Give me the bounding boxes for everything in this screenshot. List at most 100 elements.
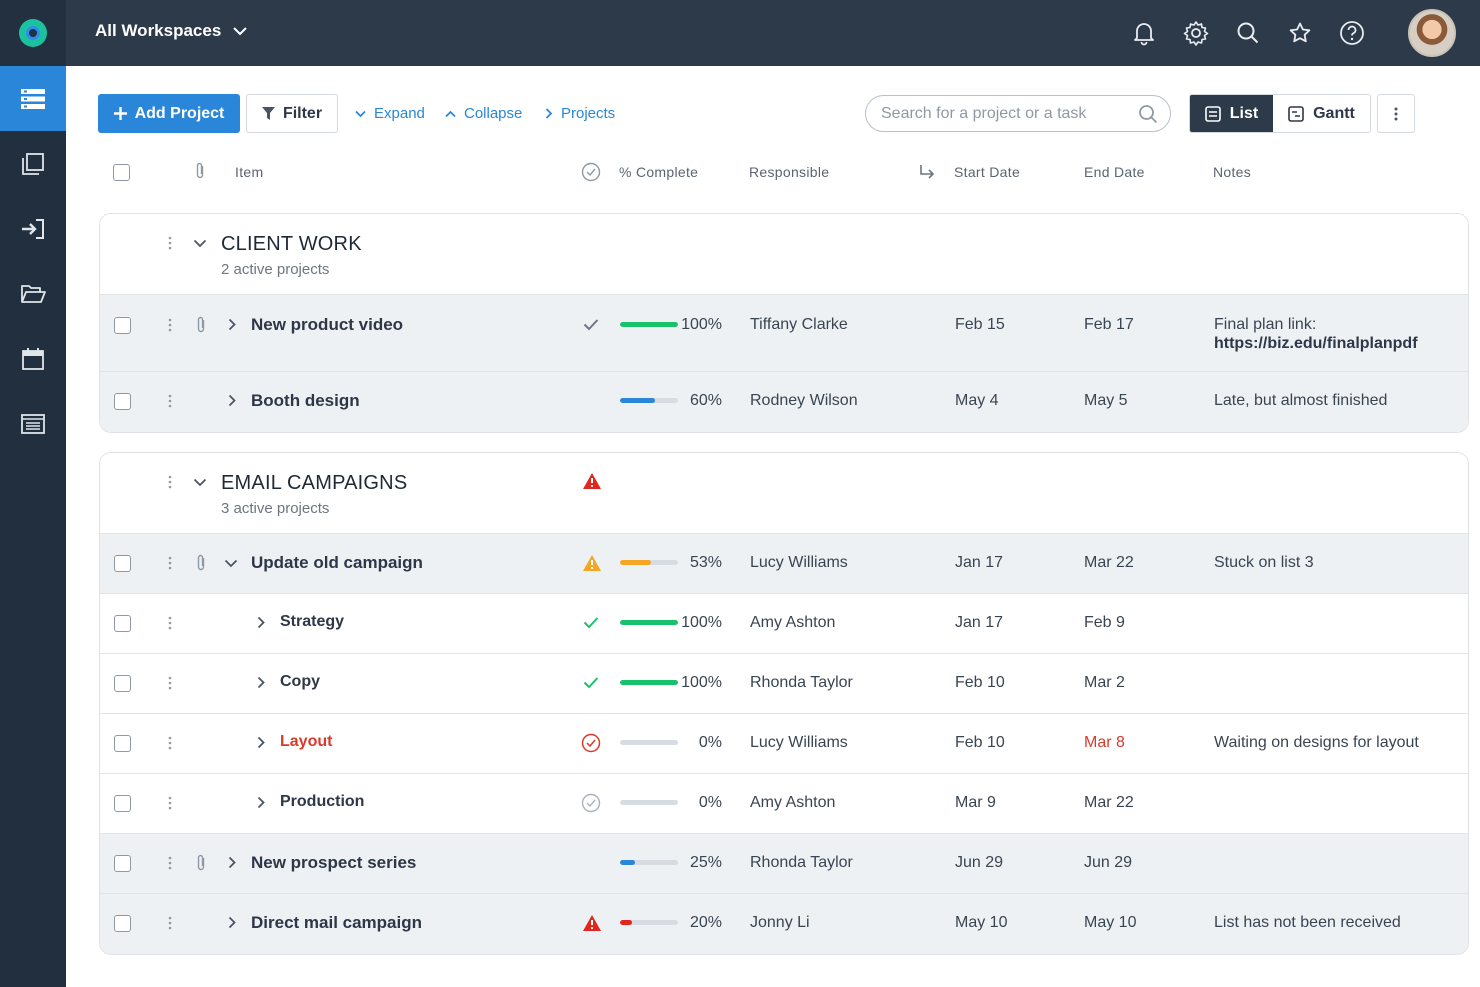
row-item-name[interactable]: Layout [280, 733, 333, 750]
vertical-dots-icon[interactable] [168, 236, 172, 250]
row-item-name[interactable]: Production [280, 793, 365, 810]
sidebar-item-reports[interactable] [0, 391, 66, 456]
column-header: Item % Complete Responsible Start Date E… [98, 152, 1468, 192]
group-email-campaigns: EMAIL CAMPAIGNS 3 active projects Update… [99, 452, 1469, 955]
column-item[interactable]: Item [235, 164, 264, 180]
collapse-button[interactable]: Collapse [445, 94, 522, 133]
gantt-view-button[interactable]: Gantt [1273, 95, 1370, 132]
vertical-dots-icon[interactable] [168, 676, 172, 690]
list-view-button[interactable]: List [1190, 95, 1273, 132]
vertical-dots-icon[interactable] [168, 556, 172, 570]
table-row[interactable]: Layout 0% Lucy Williams Feb 10 Mar 8 Wai… [100, 714, 1468, 774]
workspace-selector[interactable]: All Workspaces [95, 21, 248, 41]
row-item-name[interactable]: Copy [280, 673, 320, 690]
chevron-down-icon[interactable] [224, 559, 238, 568]
help-button[interactable] [1326, 0, 1378, 66]
select-all-checkbox[interactable] [113, 164, 130, 181]
table-row[interactable]: Copy 100% Rhonda Taylor Feb 10 Mar 2 [100, 654, 1468, 714]
row-end-date: Jun 29 [1084, 854, 1133, 871]
breadcrumb-projects[interactable]: Projects [545, 94, 615, 133]
chevron-right-icon[interactable] [228, 318, 236, 331]
row-item-name[interactable]: New product video [251, 315, 404, 334]
vertical-dots-icon[interactable] [168, 736, 172, 750]
progress-bar [620, 322, 678, 327]
checkmark-icon [583, 617, 599, 629]
table-row[interactable]: Update old campaign 53% Lucy Williams Ja… [100, 534, 1468, 594]
expand-button[interactable]: Expand [355, 94, 425, 133]
row-item-name[interactable]: New prospect series [251, 853, 417, 872]
paperclip-icon[interactable] [196, 854, 206, 872]
row-checkbox[interactable] [114, 795, 131, 812]
row-checkbox[interactable] [114, 735, 131, 752]
row-item-name[interactable]: Booth design [251, 391, 360, 410]
row-checkbox[interactable] [114, 675, 131, 692]
chevron-right-icon[interactable] [257, 616, 265, 629]
row-responsible: Lucy Williams [750, 554, 848, 571]
user-avatar[interactable] [1408, 9, 1456, 57]
row-note-link[interactable]: https://biz.edu/finalplanpdf [1214, 335, 1418, 352]
toolbar: Add Project Filter Expand Collapse Proje… [98, 94, 1418, 133]
sidebar-item-calendar[interactable] [0, 326, 66, 391]
table-row[interactable]: Strategy 100% Amy Ashton Jan 17 Feb 9 [100, 594, 1468, 654]
sidebar-item-projects[interactable] [0, 66, 66, 131]
row-start-date: Feb 10 [955, 734, 1005, 751]
row-item-name[interactable]: Direct mail campaign [251, 913, 423, 932]
row-checkbox[interactable] [114, 317, 131, 334]
row-item-name[interactable]: Update old campaign [251, 553, 423, 572]
gantt-view-label: Gantt [1313, 104, 1355, 122]
row-checkbox[interactable] [114, 555, 131, 572]
chevron-right-icon[interactable] [228, 394, 236, 407]
progress-bar [620, 398, 678, 403]
filter-button[interactable]: Filter [246, 94, 338, 133]
chevron-down-icon[interactable] [193, 239, 207, 248]
table-row[interactable]: Booth design 60% Rodney Wilson May 4 May… [100, 372, 1468, 432]
column-end-date[interactable]: End Date [1084, 164, 1145, 180]
paperclip-icon[interactable] [196, 316, 206, 334]
column-notes[interactable]: Notes [1213, 164, 1252, 180]
settings-button[interactable] [1170, 0, 1222, 66]
column-complete[interactable]: % Complete [619, 164, 699, 180]
vertical-dots-icon[interactable] [168, 318, 172, 332]
search-input[interactable] [881, 104, 1138, 123]
calendar-icon [22, 347, 44, 370]
vertical-dots-icon[interactable] [168, 916, 172, 930]
table-row[interactable]: New prospect series 25% Rhonda Taylor Ju… [100, 834, 1468, 894]
progress-bar [620, 740, 678, 745]
table-row[interactable]: New product video 100% Tiffany Clarke Fe… [100, 295, 1468, 372]
chevron-right-icon[interactable] [257, 736, 265, 749]
sidebar-item-import[interactable] [0, 196, 66, 261]
chevron-right-icon[interactable] [257, 796, 265, 809]
vertical-dots-icon[interactable] [168, 796, 172, 810]
vertical-dots-icon [1394, 107, 1398, 120]
chevron-right-icon[interactable] [228, 856, 236, 869]
vertical-dots-icon[interactable] [168, 856, 172, 870]
notifications-button[interactable] [1118, 0, 1170, 66]
table-row[interactable]: Production 0% Amy Ashton Mar 9 Mar 22 [100, 774, 1468, 834]
row-item-name[interactable]: Strategy [280, 613, 345, 630]
table-row[interactable]: Direct mail campaign 20% Jonny Li May 10… [100, 894, 1468, 954]
chevron-right-icon[interactable] [257, 676, 265, 689]
paperclip-icon[interactable] [196, 554, 206, 572]
sidebar-item-files[interactable] [0, 261, 66, 326]
row-checkbox[interactable] [114, 855, 131, 872]
filter-icon [261, 107, 275, 120]
vertical-dots-icon[interactable] [168, 394, 172, 408]
favorites-button[interactable] [1274, 0, 1326, 66]
vertical-dots-icon[interactable] [168, 616, 172, 630]
row-percent: 60% [689, 392, 722, 409]
row-checkbox[interactable] [114, 915, 131, 932]
row-end-date: Feb 9 [1084, 614, 1125, 631]
more-options-button[interactable] [1377, 94, 1415, 133]
search-icon[interactable] [1138, 104, 1158, 124]
row-checkbox[interactable] [114, 615, 131, 632]
vertical-dots-icon[interactable] [168, 475, 172, 489]
search-button[interactable] [1222, 0, 1274, 66]
chevron-down-icon[interactable] [193, 478, 207, 487]
column-responsible[interactable]: Responsible [749, 164, 830, 180]
column-start-date[interactable]: Start Date [954, 164, 1021, 180]
sidebar-item-documents[interactable] [0, 131, 66, 196]
chevron-right-icon[interactable] [228, 916, 236, 929]
row-checkbox[interactable] [114, 393, 131, 410]
app-logo[interactable] [0, 0, 66, 66]
add-project-button[interactable]: Add Project [98, 94, 240, 133]
